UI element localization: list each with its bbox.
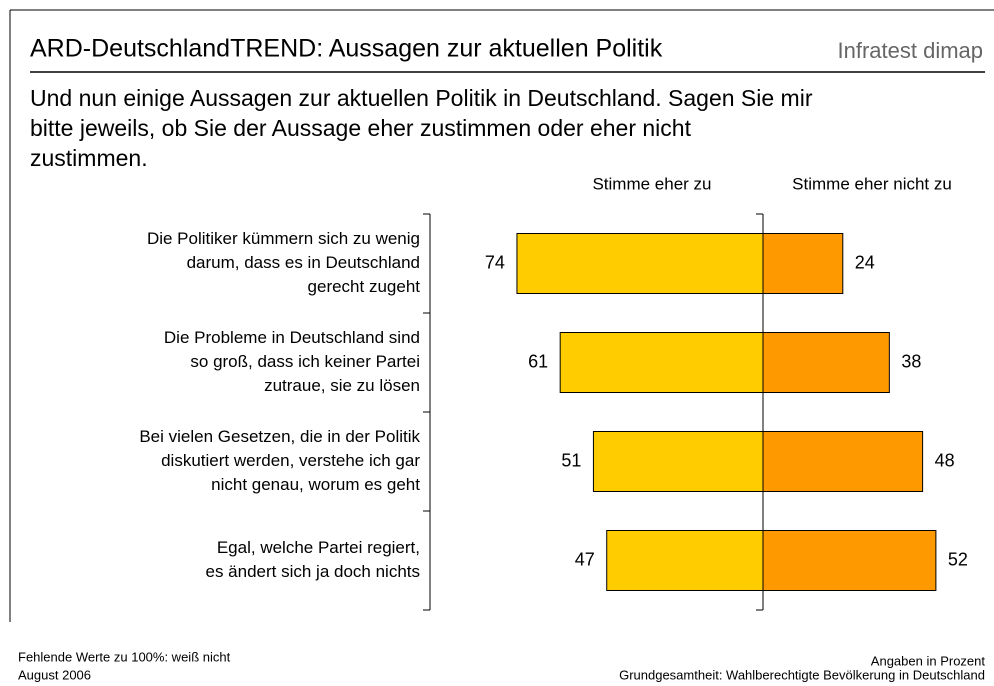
chart-title: ARD-DeutschlandTREND: Aussagen zur aktue…	[30, 35, 663, 63]
value-label: 48	[935, 450, 955, 470]
category-label: so groß, dass ich keiner Partei	[190, 352, 420, 371]
footnote: Angaben in Prozent	[871, 653, 986, 668]
category-label: darum, dass es in Deutschland	[187, 253, 420, 272]
value-label: 51	[561, 450, 581, 470]
subtitle: Und nun einige Aussagen zur aktuellen Po…	[30, 85, 813, 111]
bar	[559, 332, 764, 393]
value-label: 52	[948, 549, 968, 569]
bar	[762, 530, 937, 591]
category-label: Die Politiker kümmern sich zu wenig	[147, 229, 420, 248]
bar	[762, 233, 844, 294]
bar	[592, 431, 764, 492]
category-label: Egal, welche Partei regiert,	[217, 538, 420, 557]
category-label: es ändert sich ja doch nichts	[205, 562, 420, 581]
footnote: August 2006	[18, 667, 91, 682]
category-label: diskutiert werden, verstehe ich gar	[161, 451, 420, 470]
value-label: 74	[485, 252, 505, 272]
footnote: Grundgesamtheit: Wahlberechtigte Bevölke…	[619, 667, 985, 682]
brand: Infratest dimap	[837, 38, 983, 63]
bar	[606, 530, 764, 591]
bar	[762, 332, 890, 393]
value-label: 24	[855, 252, 875, 272]
category-label: Bei vielen Gesetzen, die in der Politik	[139, 427, 420, 446]
footnote: Fehlende Werte zu 100%: weiß nicht	[18, 649, 231, 664]
bar	[762, 431, 924, 492]
category-label: gerecht zugeht	[308, 277, 421, 296]
subtitle: bitte jeweils, ob Sie der Aussage eher z…	[30, 115, 692, 141]
legend-label: Stimme eher zu	[592, 174, 711, 193]
legend-label: Stimme eher nicht zu	[792, 174, 952, 193]
category-label: Die Probleme in Deutschland sind	[164, 328, 420, 347]
category-label: zutraue, sie zu lösen	[264, 376, 420, 395]
value-label: 61	[528, 351, 548, 371]
value-label: 47	[575, 549, 595, 569]
category-label: nicht genau, worum es geht	[211, 475, 420, 494]
value-label: 38	[901, 351, 921, 371]
subtitle: zustimmen.	[30, 145, 148, 171]
bar	[516, 233, 764, 294]
